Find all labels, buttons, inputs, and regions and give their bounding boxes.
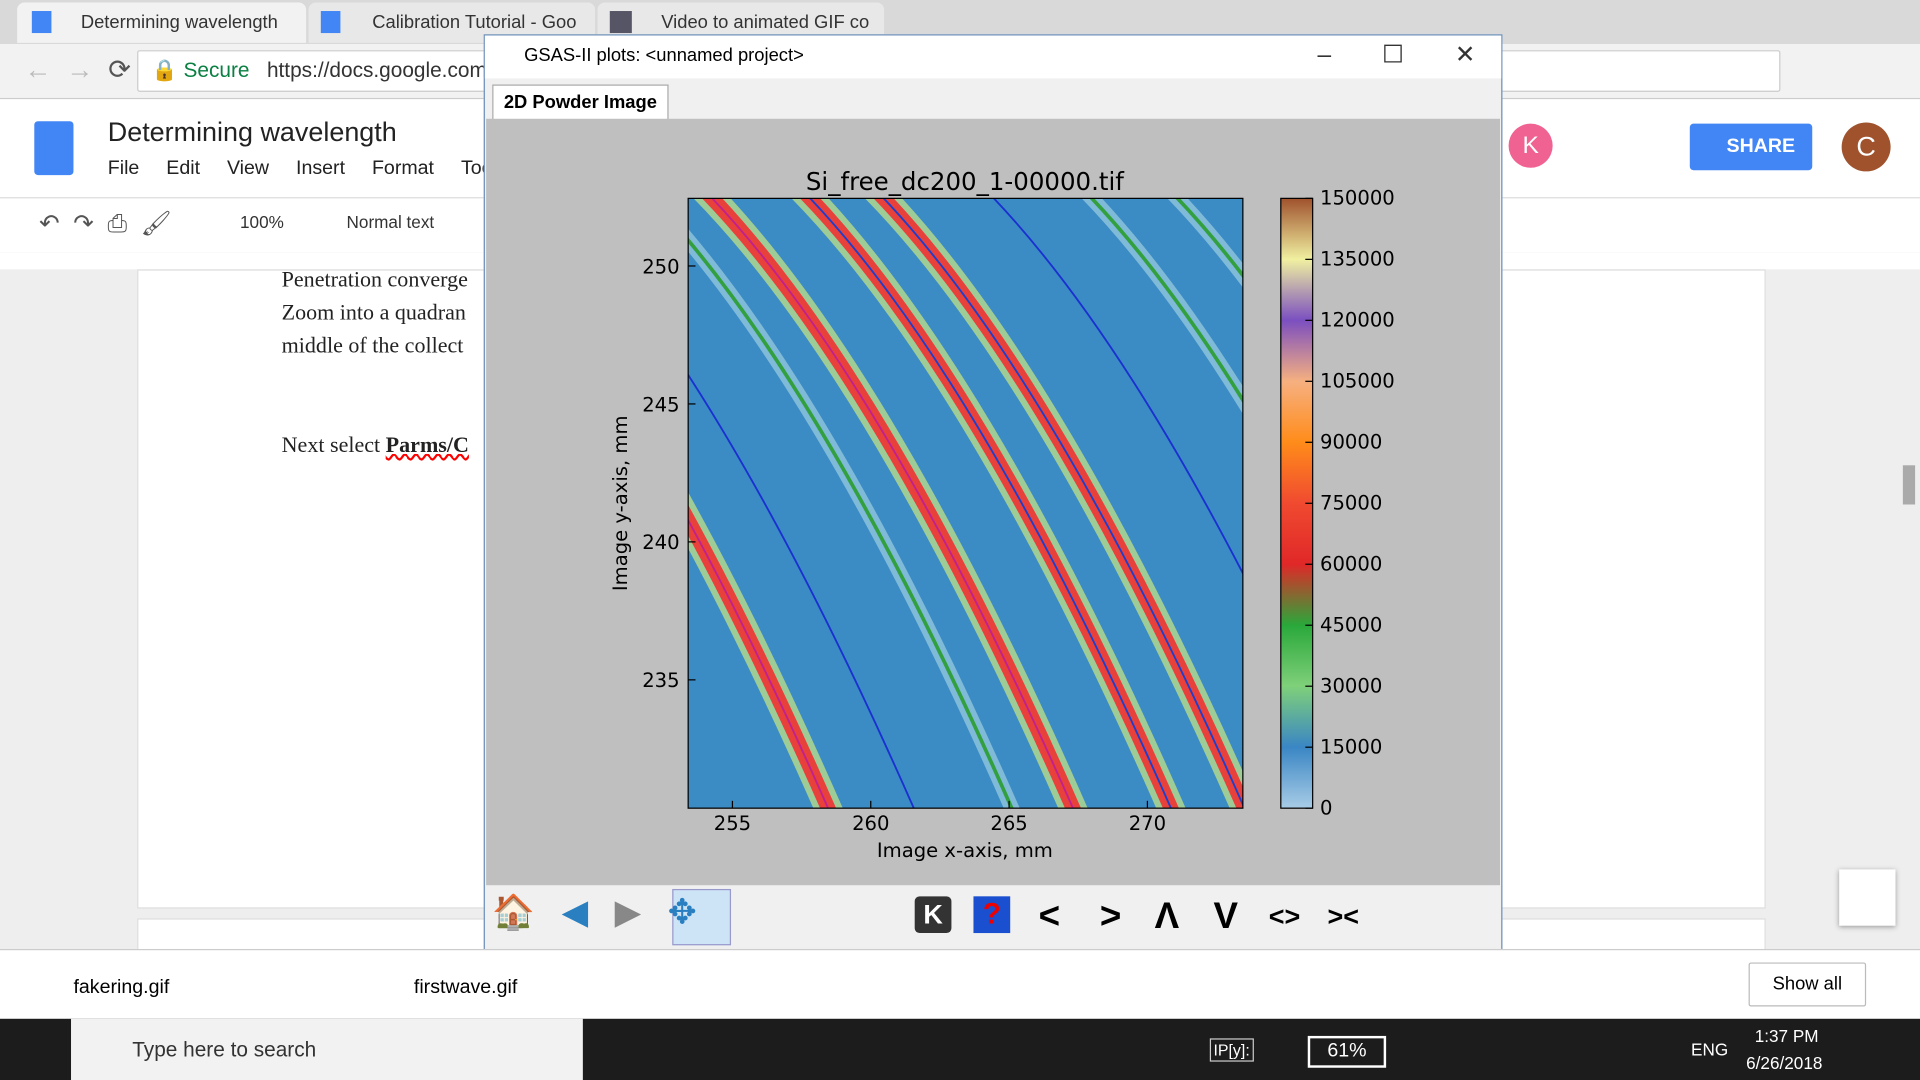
download-item[interactable]: firstwave.gif (413, 977, 518, 998)
y-tick-label: 240 (642, 531, 679, 554)
y-axis-label: Image y-axis, mm (609, 415, 632, 591)
nav-icons: ← → ⟳ (24, 53, 131, 85)
doc-title[interactable]: Determining wavelength (107, 116, 397, 147)
explore-button[interactable] (1839, 869, 1896, 926)
x-tick-label: 260 (852, 812, 889, 835)
clock-time[interactable]: 1:37 PM (1754, 1026, 1819, 1046)
download-item[interactable]: fakering.gif (73, 977, 170, 998)
ring (1089, 198, 1243, 404)
style-select[interactable]: Normal text (346, 211, 435, 232)
ring-fit (688, 373, 915, 809)
window-title: GSAS-II plots: <unnamed project> (524, 45, 804, 67)
doc-text: middle of the collect (281, 333, 464, 358)
toolbar-button[interactable]: V (1213, 896, 1238, 937)
window-controls[interactable]: ‒ ☐ ✕ (1317, 41, 1476, 69)
y-tick-label: 250 (642, 255, 679, 278)
secure-label: 🔒 Secure (151, 58, 250, 83)
tab-icon (609, 11, 632, 34)
plot-tab[interactable]: 2D Powder Image (492, 84, 669, 122)
colorbar-tick-label: 135000 (1320, 247, 1395, 270)
nav-icons[interactable]: 🏠 ◀ ▶ ✥ (492, 892, 697, 931)
colorbar-tick-label: 60000 (1320, 552, 1382, 575)
window-titlebar (484, 35, 1502, 79)
menu-item[interactable]: Edit (166, 157, 201, 179)
toolbar-button[interactable]: > (1099, 896, 1122, 937)
k-button[interactable]: K (914, 896, 952, 934)
colorbar-tick-label: 15000 (1320, 735, 1382, 758)
ring (688, 237, 1014, 809)
menu-item[interactable]: File (107, 157, 140, 179)
colorbar-tick-label: 150000 (1320, 186, 1395, 209)
zoom[interactable]: 100% (240, 211, 284, 232)
docs-icon (31, 11, 52, 34)
docs-logo (34, 121, 74, 176)
colorbar-tick-label: 120000 (1320, 308, 1395, 331)
battery[interactable]: 61% (1307, 1035, 1387, 1068)
y-tick-label: 245 (642, 393, 679, 416)
clock-date[interactable]: 6/26/2018 (1746, 1053, 1823, 1073)
plot-title: Si_free_dc200_1-00000.tif (806, 167, 1125, 196)
toolbar-button[interactable]: <> (1268, 901, 1301, 932)
pan-button[interactable] (672, 888, 732, 946)
menu-item[interactable]: View (226, 157, 270, 179)
show-all-button[interactable]: Show all (1748, 962, 1867, 1007)
colorbar-tick-label: 90000 (1320, 430, 1382, 453)
ring-fit (992, 198, 1243, 576)
search-placeholder: Type here to search (132, 1038, 317, 1062)
share-button[interactable]: SHARE (1689, 123, 1813, 171)
scrollbar[interactable] (1902, 465, 1916, 505)
y-tick-label: 235 (642, 669, 679, 692)
language[interactable]: ENG (1691, 1039, 1729, 1060)
menu-item[interactable]: Format (371, 157, 435, 179)
docs-icon (320, 11, 341, 34)
ipython-icon[interactable]: IP[y]: (1209, 1038, 1254, 1062)
x-tick-label: 265 (990, 812, 1027, 835)
ring-fit (688, 518, 830, 809)
ring-fit (882, 198, 1243, 807)
avatar[interactable]: K (1508, 123, 1553, 168)
browser-tab[interactable]: Determining wavelength (17, 2, 307, 43)
toolbar-button[interactable]: < (1038, 896, 1061, 937)
help-button[interactable]: ? (973, 896, 1011, 934)
menu-item[interactable]: Insert (296, 157, 346, 179)
url[interactable]: https://docs.google.com (266, 58, 487, 83)
browser-tab[interactable]: Calibration Tutorial - Goo (308, 2, 596, 43)
colorbar-tick-label: 30000 (1320, 674, 1382, 697)
x-tick-label: 255 (714, 812, 751, 835)
colorbar-tick-label: 75000 (1320, 491, 1382, 514)
search-box[interactable] (71, 1018, 583, 1080)
toolbar-button[interactable]: Λ (1154, 896, 1180, 937)
colorbar-tick-label: 0 (1320, 796, 1332, 819)
toolbar-icons: ↶ ↷ ⎙ 🖌 (39, 210, 172, 238)
ring (1175, 198, 1243, 279)
avatar[interactable]: C (1841, 122, 1891, 172)
colorbar-tick-label: 45000 (1320, 613, 1382, 636)
x-axis-label: Image x-axis, mm (877, 839, 1053, 862)
ring-fit (710, 198, 1074, 809)
axes-frame (687, 197, 1244, 809)
doc-text: Next select Parms/C (281, 432, 469, 457)
toolbar-button[interactable]: >< (1327, 901, 1359, 932)
doc-text: Penetration converge (281, 266, 468, 292)
ring-fit (808, 198, 1172, 809)
download-bar (0, 948, 1920, 1021)
x-tick-label: 270 (1129, 812, 1166, 835)
colorbar-tick-label: 105000 (1320, 369, 1395, 392)
doc-text: Zoom into a quadran (281, 300, 466, 325)
